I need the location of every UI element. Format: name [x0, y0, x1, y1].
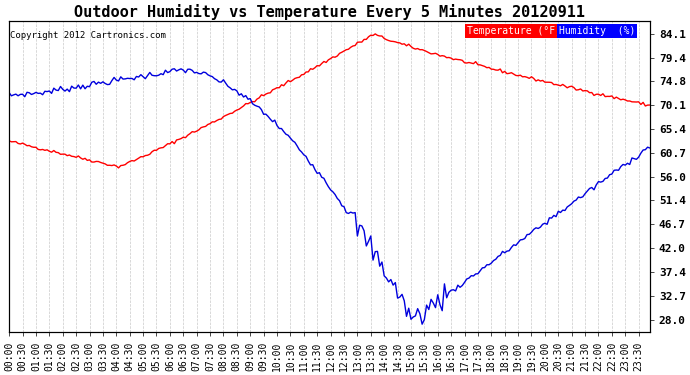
Text: Temperature (°F): Temperature (°F): [467, 26, 561, 36]
Text: Copyright 2012 Cartronics.com: Copyright 2012 Cartronics.com: [10, 31, 166, 40]
Title: Outdoor Humidity vs Temperature Every 5 Minutes 20120911: Outdoor Humidity vs Temperature Every 5 …: [74, 4, 585, 20]
Text: Humidity  (%): Humidity (%): [559, 26, 635, 36]
